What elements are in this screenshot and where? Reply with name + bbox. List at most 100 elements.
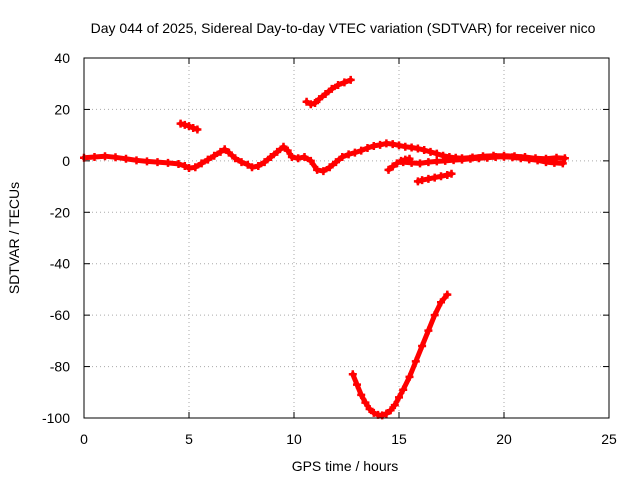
data-point bbox=[313, 165, 322, 174]
data-point bbox=[243, 160, 252, 169]
data-point bbox=[418, 176, 427, 185]
data-point bbox=[550, 158, 559, 167]
data-point bbox=[111, 153, 120, 162]
data-point bbox=[266, 153, 275, 161]
data-point bbox=[388, 162, 397, 171]
data-point bbox=[558, 159, 567, 168]
data-point bbox=[458, 155, 466, 164]
data-point bbox=[254, 162, 263, 170]
data-point bbox=[361, 398, 370, 407]
data-point bbox=[357, 390, 366, 399]
data-point bbox=[411, 357, 420, 366]
data-point bbox=[346, 75, 355, 84]
data-point bbox=[416, 159, 424, 168]
data-point bbox=[516, 154, 525, 163]
data-point bbox=[430, 311, 439, 320]
data-point bbox=[185, 122, 193, 131]
data-point bbox=[386, 406, 395, 415]
y-tick-label: -40 bbox=[50, 256, 70, 272]
x-axis-label: GPS time / hours bbox=[292, 458, 399, 474]
data-point bbox=[399, 385, 408, 394]
y-tick-label: 0 bbox=[62, 153, 70, 169]
data-series bbox=[384, 154, 414, 174]
data-point bbox=[338, 153, 347, 161]
data-point bbox=[525, 155, 534, 164]
data-point bbox=[101, 152, 109, 161]
data-point bbox=[405, 154, 414, 163]
data-point bbox=[363, 144, 372, 152]
data-point bbox=[426, 147, 435, 156]
data-point bbox=[392, 159, 401, 168]
x-tick-label: 15 bbox=[391, 431, 407, 447]
data-point bbox=[90, 153, 99, 161]
data-point bbox=[432, 157, 441, 166]
data-point bbox=[260, 158, 269, 167]
data-point bbox=[432, 149, 441, 158]
data-point bbox=[365, 405, 374, 413]
data-point bbox=[353, 380, 361, 389]
x-tick-label: 0 bbox=[80, 431, 88, 447]
data-point bbox=[418, 342, 427, 350]
data-series bbox=[348, 290, 452, 420]
data-point bbox=[203, 155, 212, 164]
axis-ticks: 0 5 10 15 20 25 -100 -80 -60 -40 -20 0 20 40 bbox=[42, 50, 617, 447]
y-tick-label: -100 bbox=[42, 410, 70, 426]
data-point bbox=[143, 157, 151, 166]
data-point bbox=[191, 163, 200, 172]
data-point bbox=[424, 326, 433, 335]
data-point bbox=[176, 119, 185, 128]
data-point bbox=[437, 172, 445, 181]
data-point bbox=[122, 154, 130, 163]
data-point bbox=[413, 144, 422, 153]
data-point bbox=[357, 146, 366, 155]
y-tick-label: 40 bbox=[54, 50, 70, 66]
data-point bbox=[220, 145, 229, 154]
data-point bbox=[348, 370, 357, 379]
data-point bbox=[430, 173, 439, 182]
data-point bbox=[216, 147, 225, 156]
y-tick-label: 20 bbox=[54, 101, 70, 117]
data-point bbox=[388, 140, 397, 149]
data-point bbox=[334, 81, 343, 89]
x-tick-label: 20 bbox=[496, 431, 512, 447]
data-point bbox=[542, 158, 550, 167]
data-point bbox=[466, 154, 475, 163]
data-point bbox=[193, 125, 202, 134]
data-point bbox=[132, 156, 141, 165]
data-point bbox=[443, 290, 452, 299]
data-series bbox=[302, 75, 355, 109]
data-point bbox=[413, 177, 422, 186]
data-point bbox=[319, 167, 328, 176]
data-series bbox=[176, 119, 202, 134]
data-point bbox=[189, 123, 198, 132]
data-point bbox=[302, 97, 311, 106]
data-point bbox=[447, 169, 456, 178]
data-point bbox=[197, 159, 206, 168]
data-point bbox=[294, 154, 303, 163]
data-point bbox=[340, 78, 349, 87]
data-point bbox=[500, 152, 508, 161]
data-point bbox=[384, 165, 393, 174]
data-point bbox=[300, 153, 309, 161]
data-point bbox=[376, 140, 385, 149]
data-point bbox=[508, 153, 517, 162]
data-point bbox=[552, 153, 561, 162]
data-point bbox=[248, 163, 256, 172]
data-point bbox=[174, 159, 183, 168]
data-point bbox=[210, 151, 219, 160]
data-point bbox=[283, 146, 292, 155]
data-point bbox=[439, 151, 448, 160]
data-point bbox=[180, 162, 189, 170]
data-point bbox=[483, 153, 492, 162]
data-point bbox=[533, 156, 542, 165]
y-tick-label: -20 bbox=[50, 204, 70, 220]
data-point bbox=[397, 156, 406, 165]
data-point bbox=[306, 100, 315, 109]
data-point bbox=[279, 142, 288, 151]
data-point bbox=[350, 148, 359, 157]
data-point bbox=[327, 84, 336, 93]
data-point bbox=[407, 158, 416, 167]
data-point bbox=[405, 372, 414, 381]
data-point bbox=[231, 154, 240, 163]
